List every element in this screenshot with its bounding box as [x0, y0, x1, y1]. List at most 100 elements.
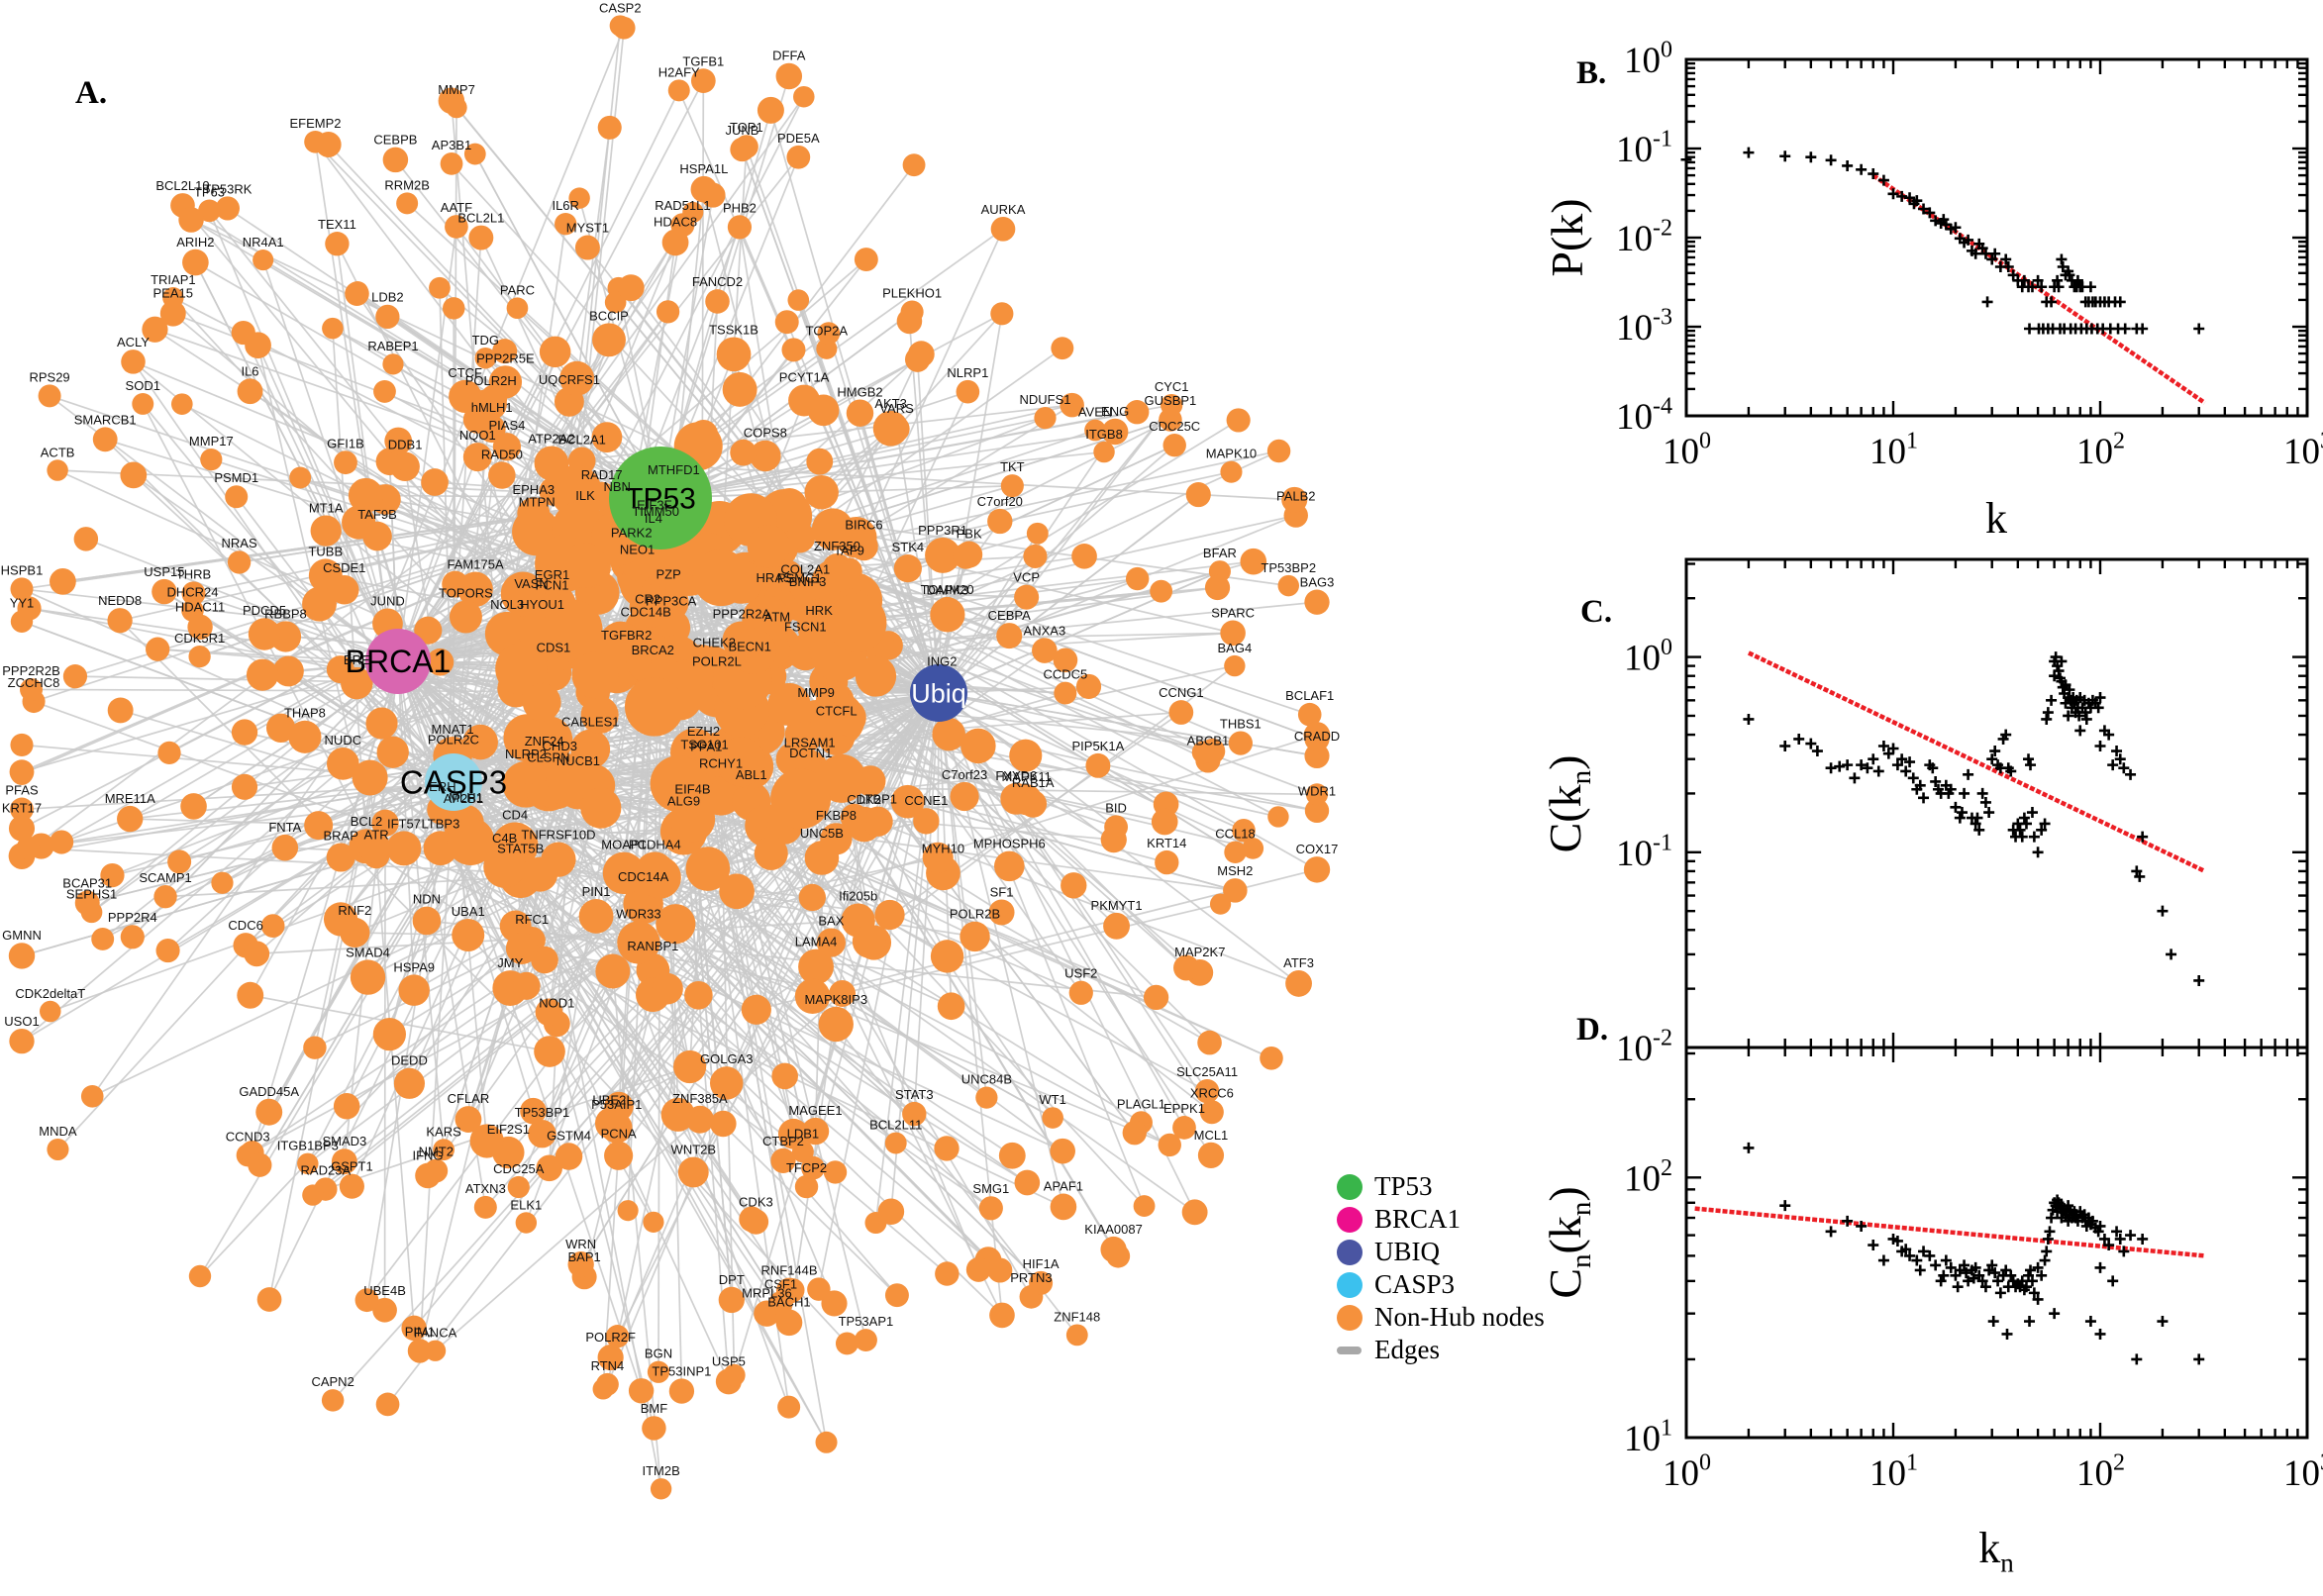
- node-label: TOMM20: [921, 582, 974, 597]
- node-label: AVEN: [1078, 405, 1112, 420]
- node-label: BCAP31: [62, 876, 112, 891]
- non-hub-node: [922, 842, 954, 873]
- non-hub-node: [862, 806, 893, 837]
- legend-label: BRCA1: [1374, 1204, 1462, 1234]
- node-label: XRCC6: [1190, 1085, 1234, 1100]
- y-tick-label: 101​: [1624, 1415, 1672, 1459]
- non-hub-node: [438, 87, 465, 115]
- node-label: POLR2B: [950, 907, 1000, 922]
- non-hub-node: [884, 1132, 907, 1154]
- non-hub-node: [652, 972, 683, 1005]
- non-hub-node: [597, 115, 622, 140]
- non-hub-node: [463, 143, 486, 165]
- node-label: POLR2L: [692, 653, 742, 668]
- non-hub-node: [690, 68, 716, 94]
- node-label: BCL2L10: [155, 178, 209, 193]
- non-hub-node: [767, 682, 811, 726]
- non-hub-node: [829, 699, 866, 737]
- non-hub-node: [771, 1062, 798, 1090]
- node-label: MCL1: [1194, 1128, 1229, 1143]
- non-hub-node: [248, 1152, 272, 1177]
- node-label: ATF3: [1283, 955, 1314, 970]
- non-hub-node: [1260, 1047, 1283, 1070]
- non-hub-node: [978, 1196, 1003, 1221]
- non-hub-node: [107, 697, 134, 724]
- node-label: CCNG1: [1159, 685, 1204, 700]
- node-label: FAM175A: [448, 557, 504, 572]
- node-label: DPT: [719, 1272, 745, 1287]
- non-hub-node: [157, 741, 181, 765]
- node-label: FANCD2: [692, 274, 743, 289]
- node-swatch-icon: [1337, 1206, 1363, 1233]
- node-label: POLR2H: [465, 373, 517, 388]
- non-hub-node: [522, 856, 558, 892]
- node-label: BCL2L1: [457, 211, 504, 226]
- node-label: WDR1: [1298, 784, 1336, 799]
- node-label: WNT2B: [671, 1143, 717, 1157]
- node-label: TNFRSF10D: [521, 828, 595, 843]
- non-hub-node: [1224, 654, 1246, 677]
- node-label: PIP5K1A: [1072, 739, 1125, 753]
- non-hub-node: [893, 554, 922, 583]
- non-hub-node: [376, 736, 409, 768]
- non-hub-node: [1014, 1169, 1041, 1196]
- node-label: HDAC11: [175, 600, 225, 615]
- node-label: CEBPB: [373, 133, 417, 148]
- non-hub-node: [750, 440, 781, 472]
- non-hub-node: [429, 276, 451, 299]
- non-hub-node: [684, 980, 713, 1010]
- node-label: LTBP1: [858, 792, 897, 807]
- non-hub-node: [329, 574, 359, 605]
- non-hub-node: [555, 1143, 583, 1170]
- node-label: P53AIP1: [591, 1097, 642, 1112]
- non-hub-node: [602, 851, 646, 895]
- non-hub-node: [827, 593, 887, 653]
- non-hub-node: [592, 1378, 614, 1400]
- node-label: USP5: [712, 1353, 746, 1368]
- non-hub-node: [1267, 806, 1289, 828]
- non-hub-node: [522, 683, 561, 722]
- legend-label: UBIQ: [1374, 1237, 1440, 1266]
- legend-item-ubiq: UBIQ: [1337, 1236, 1545, 1268]
- node-label: THBS1: [1220, 716, 1262, 731]
- node-label: JMY: [497, 955, 523, 970]
- non-hub-node: [483, 846, 527, 888]
- node-label: BAX: [818, 913, 844, 928]
- non-hub-node: [80, 1084, 104, 1108]
- node-label: PPP3CA: [646, 594, 697, 609]
- non-hub-node: [365, 707, 398, 740]
- plot-panel-c: 100​ 10-1​ 10-2​ C(kn​): [1540, 557, 2309, 1069]
- node-label: CHD3: [543, 739, 577, 753]
- node-label: GMNN: [2, 928, 42, 943]
- data-points: [1743, 651, 2205, 986]
- non-hub-node: [823, 1160, 848, 1184]
- node-label: AKT3: [874, 396, 907, 411]
- non-hub-node: [987, 508, 1013, 535]
- non-hub-node: [1266, 439, 1291, 463]
- non-hub-node: [1060, 392, 1084, 418]
- node-label: BIRC6: [845, 518, 882, 533]
- protein-network-graph: TP53 BRCA1 Ubiq CASP3 SEPHS1 TEX11 CDC14B THAP8…: [1, 0, 1340, 1500]
- node-label: SLC25A11: [1176, 1064, 1238, 1079]
- node-label: FKBP8: [816, 808, 857, 823]
- non-hub-node: [534, 1036, 565, 1067]
- non-hub-node: [289, 466, 312, 489]
- non-hub-node: [188, 645, 211, 668]
- node-label: VARS: [879, 401, 914, 416]
- node-label: MAPK8IP3: [804, 992, 867, 1007]
- non-hub-node: [896, 308, 923, 335]
- non-hub-node: [146, 637, 170, 661]
- node-label: IL6R: [552, 198, 578, 213]
- node-label: JUNB: [726, 123, 759, 138]
- non-hub-node: [50, 830, 74, 854]
- non-hub-node: [1224, 841, 1247, 864]
- non-hub-node: [617, 274, 645, 302]
- axis-ticks: [1684, 559, 2309, 1049]
- node-label: PPP2R5E: [476, 350, 535, 365]
- non-hub-node: [1285, 970, 1312, 997]
- x-tick-label: 103​: [2283, 1449, 2323, 1494]
- node-label: MYH10: [922, 841, 964, 855]
- non-hub-node: [1158, 1133, 1181, 1157]
- node-label: H2AFY: [658, 64, 700, 79]
- non-hub-node: [716, 737, 766, 787]
